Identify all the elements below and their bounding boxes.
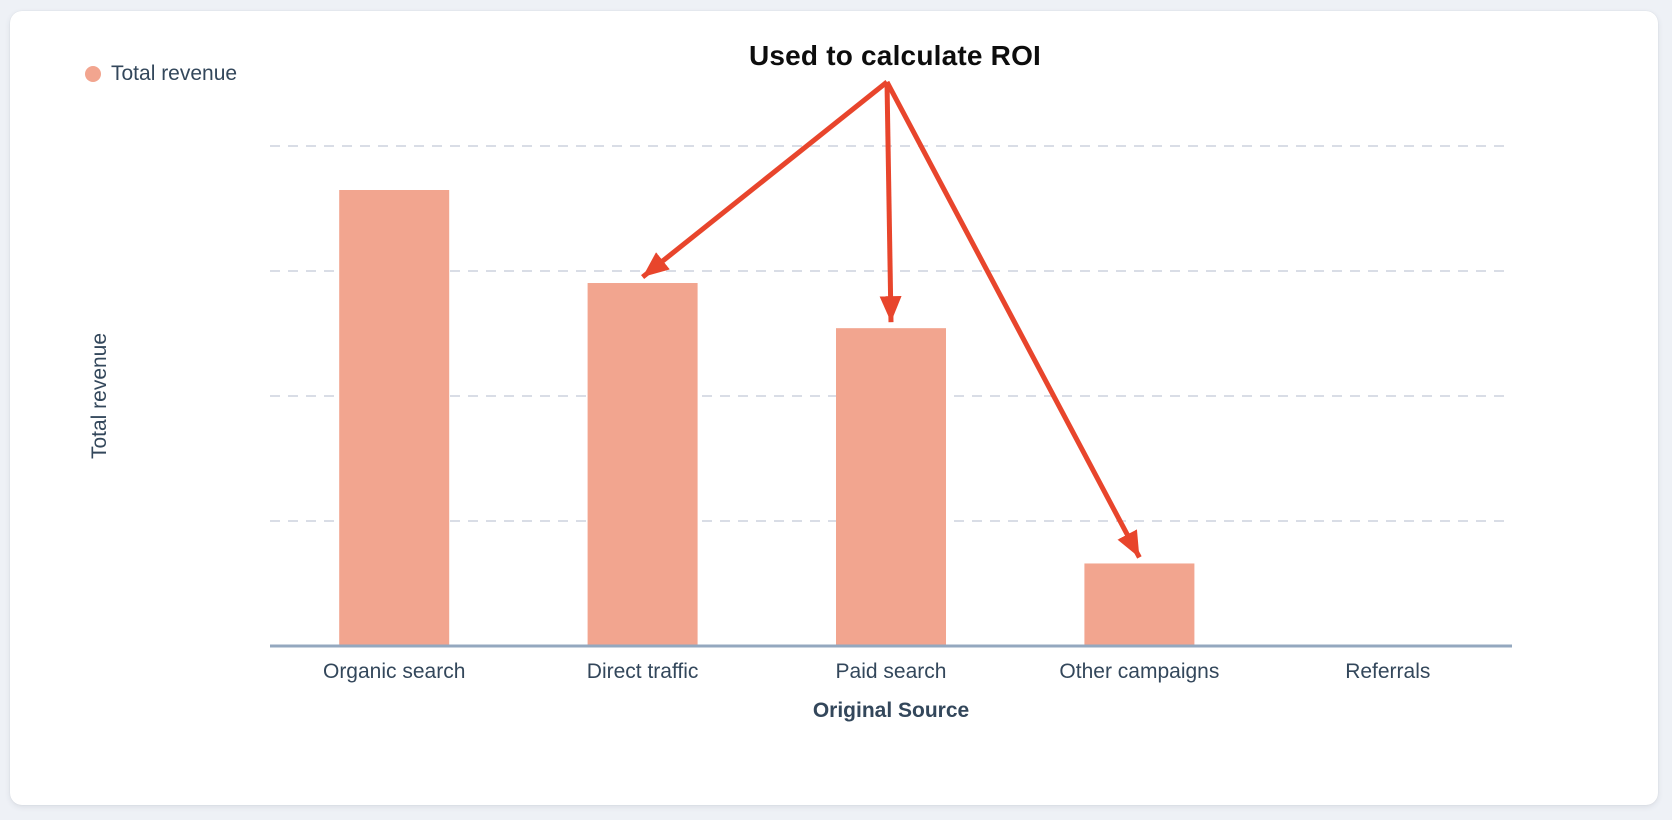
legend[interactable]: Total revenue — [85, 62, 237, 86]
report-card — [10, 11, 1658, 805]
bar-organic-search[interactable] — [339, 190, 450, 646]
bar-series — [339, 190, 1195, 646]
y-axis-title: Total revenue — [88, 332, 111, 460]
x-axis-title: Original Source — [812, 699, 970, 722]
legend-label: Total revenue — [111, 62, 238, 85]
annotation-title: Used to calculate ROI — [748, 40, 1042, 71]
x-axis-label-paid-search: Paid search — [835, 660, 947, 683]
bar-direct-traffic[interactable] — [587, 283, 698, 646]
x-axis-label-other-campaigns: Other campaigns — [1059, 660, 1220, 683]
bar-other-campaigns[interactable] — [1084, 563, 1195, 646]
x-axis-label-referrals: Referrals — [1345, 660, 1431, 683]
x-axis-label-organic-search: Organic search — [322, 660, 466, 683]
x-axis-label-direct-traffic: Direct traffic — [586, 660, 699, 683]
bar-paid-search[interactable] — [836, 328, 946, 646]
annotation-arrow-paid-search — [879, 81, 902, 323]
annotation-arrow-other-campaigns — [884, 80, 1142, 559]
annotation-arrow-direct-traffic — [641, 80, 889, 279]
legend-swatch-icon — [85, 66, 101, 82]
annotation-arrows — [641, 80, 1142, 559]
